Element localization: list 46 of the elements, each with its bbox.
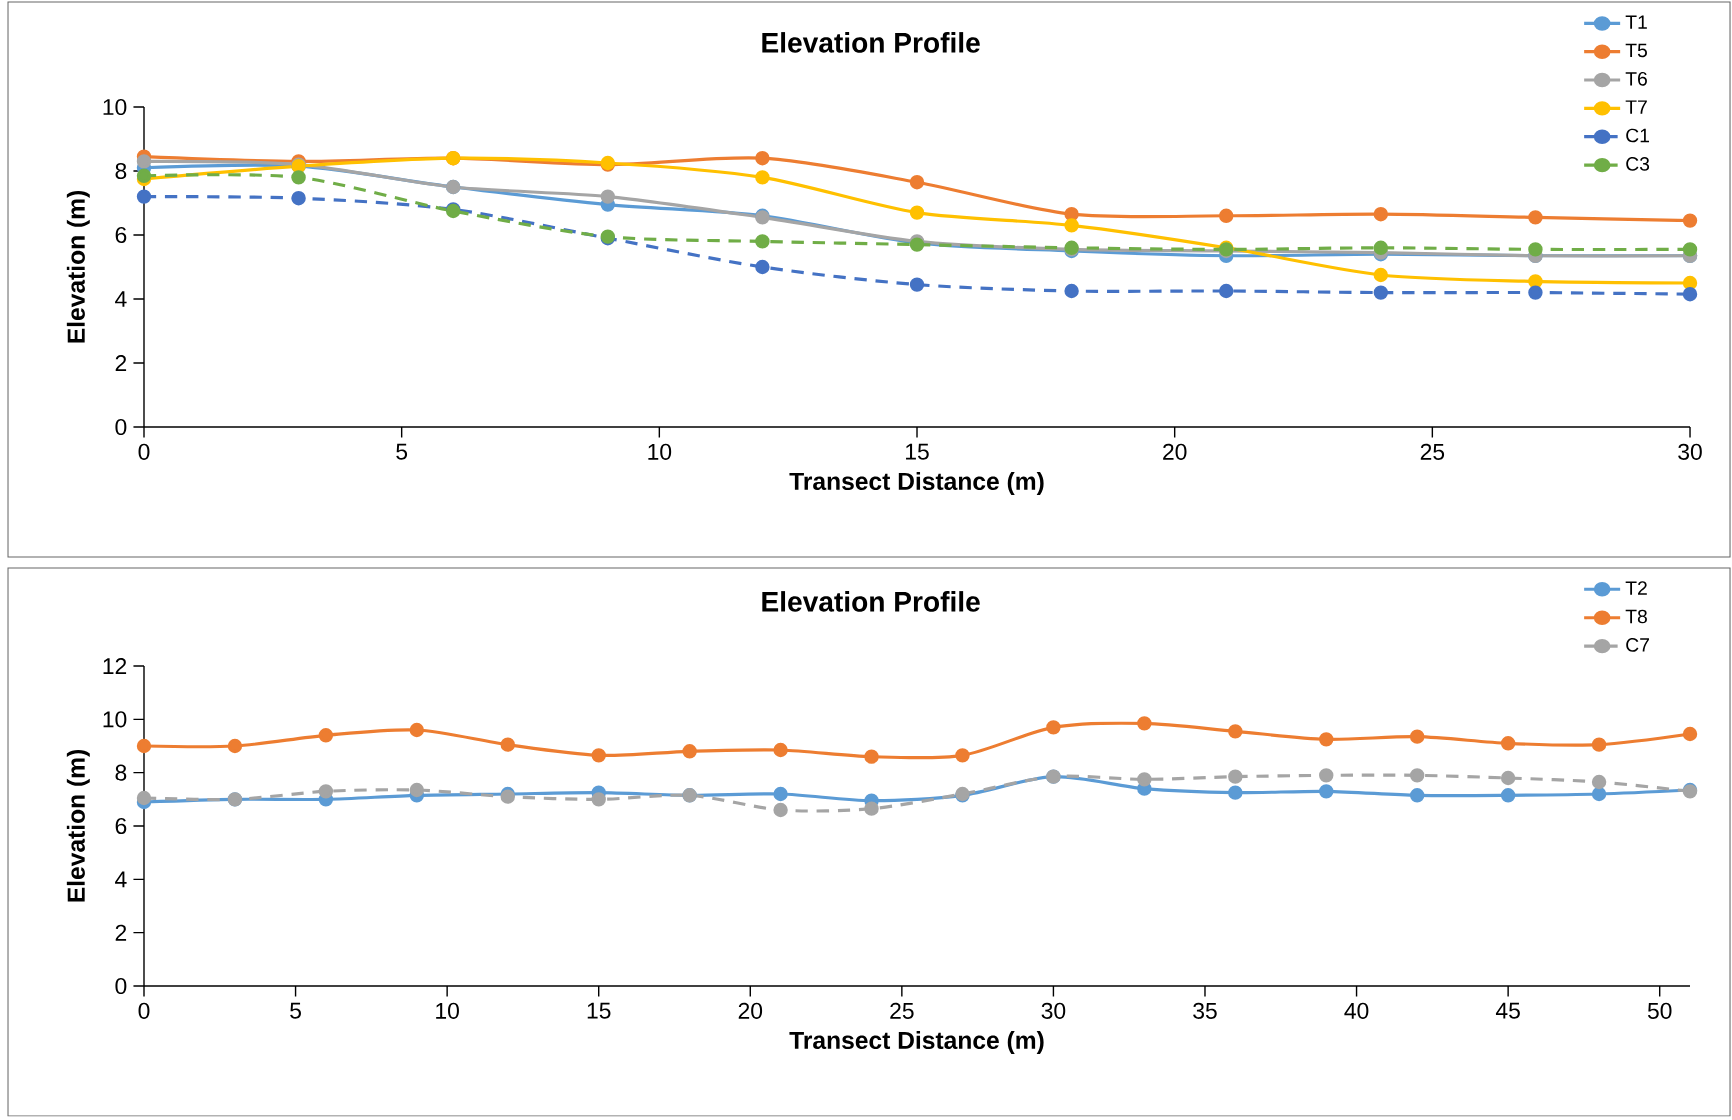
x-tick-label: 15 (587, 1002, 611, 1019)
x-tick-label: 10 (648, 443, 672, 460)
x-axis-title: Transect Distance (m) (789, 1030, 1044, 1054)
legend-label: T6 (1625, 71, 1647, 86)
legend-label: C1 (1626, 128, 1650, 143)
y-tick-label: 2 (115, 924, 127, 941)
x-tick-label: 0 (138, 443, 150, 460)
x-tick-label: 15 (906, 443, 929, 460)
y-axis-title: Elevation (m) (66, 750, 90, 902)
x-tick-label: 0 (138, 1002, 150, 1019)
x-tick-label: 35 (1193, 1002, 1217, 1019)
x-tick-label: 45 (1495, 1002, 1520, 1019)
x-tick-label: 25 (890, 1002, 914, 1019)
legend-label: C7 (1626, 638, 1649, 652)
x-tick-label: 20 (738, 1002, 763, 1019)
x-axis-title: Transect Distance (m) (789, 471, 1044, 495)
chart-title: Elevation Profile (762, 591, 980, 612)
y-tick-label: 10 (103, 98, 127, 116)
legend-label: T2 (1625, 581, 1647, 595)
legend-label: T5 (1625, 43, 1647, 58)
legend-label: C3 (1626, 157, 1650, 171)
x-tick-label: 5 (290, 1002, 301, 1019)
legend-label: T1 (1625, 15, 1647, 29)
y-tick-label: 6 (115, 226, 127, 244)
legend-label: T8 (1625, 609, 1647, 624)
y-tick-label: 4 (115, 291, 127, 307)
y-axis-title: Elevation (m) (66, 190, 90, 343)
x-tick-label: 30 (1678, 443, 1702, 460)
y-tick-label: 10 (103, 711, 127, 728)
y-tick-label: 0 (115, 418, 127, 436)
chart-title: Elevation Profile (762, 32, 980, 53)
x-tick-label: 25 (1420, 443, 1445, 460)
y-tick-label: 2 (115, 355, 127, 371)
x-tick-label: 10 (436, 1002, 459, 1019)
x-tick-label: 30 (1041, 1002, 1066, 1019)
x-tick-label: 50 (1647, 1002, 1672, 1019)
y-tick-label: 0 (115, 977, 127, 995)
y-tick-label: 6 (115, 817, 127, 835)
legend-label: T7 (1625, 100, 1647, 114)
y-tick-label: 8 (115, 162, 127, 180)
y-tick-label: 4 (115, 871, 127, 888)
y-tick-label: 12 (103, 658, 127, 674)
x-tick-label: 5 (396, 443, 408, 460)
x-tick-label: 20 (1163, 443, 1187, 460)
y-tick-label: 8 (115, 764, 127, 781)
x-tick-label: 40 (1344, 1002, 1369, 1019)
